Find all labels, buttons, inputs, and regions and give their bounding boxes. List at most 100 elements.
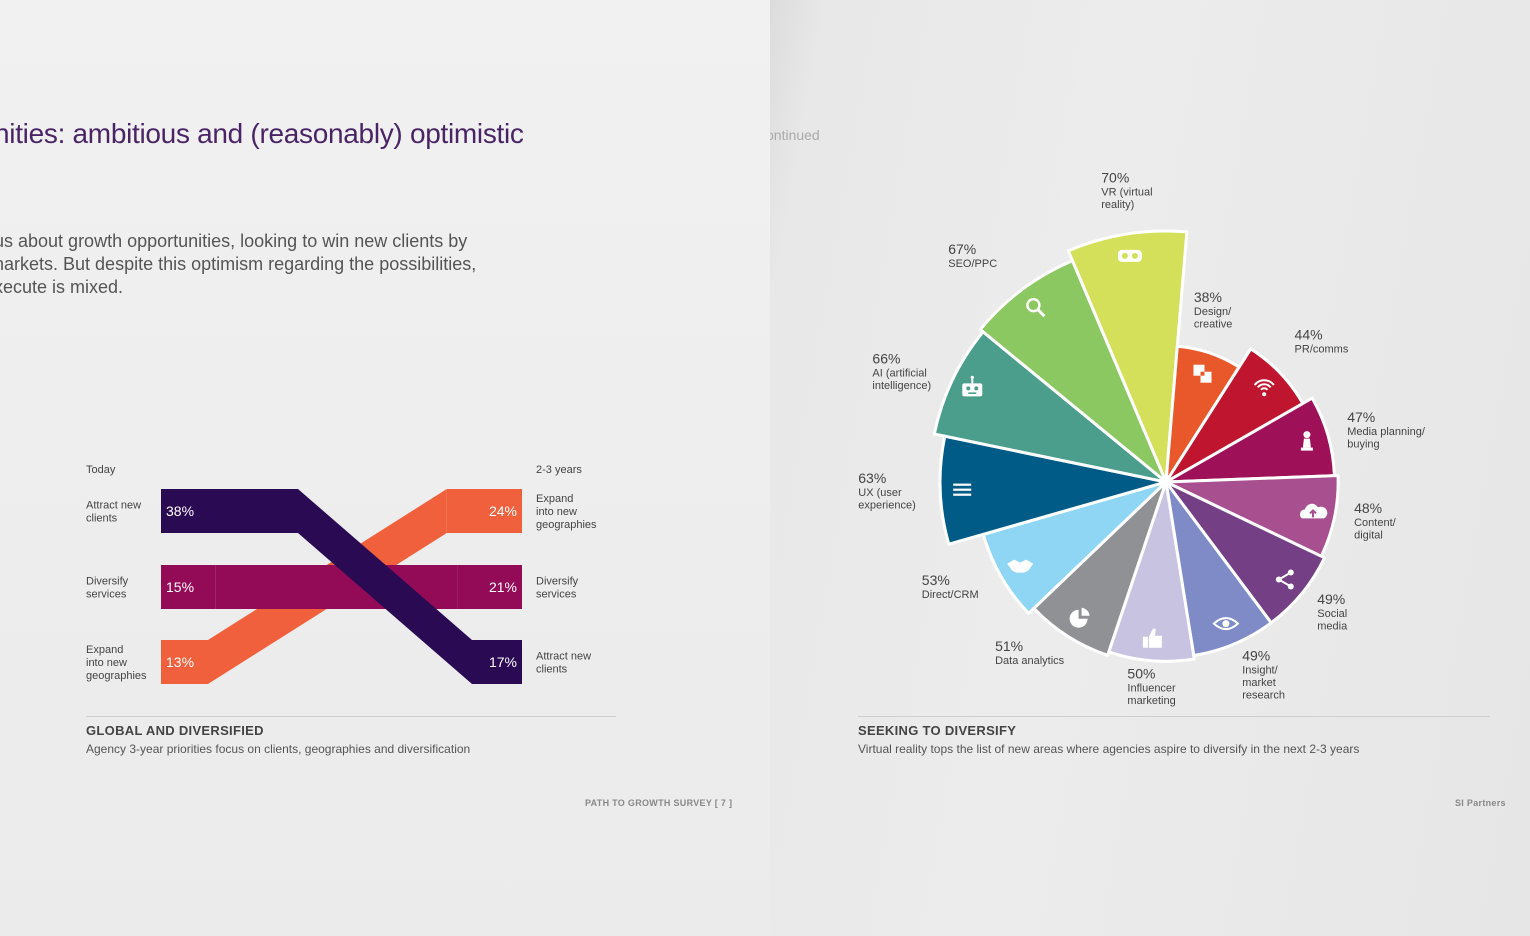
today-bar-attract (161, 489, 298, 533)
slice-category-label: Insight/ (1242, 664, 1278, 676)
slice-category-label: market (1242, 677, 1276, 689)
slice-category-label: VR (virtual (1101, 186, 1152, 198)
future-value-label: 17% (489, 654, 517, 670)
future-bar-expand (446, 489, 522, 533)
slice-category-label: Influencer (1127, 683, 1176, 695)
right-column-header: 2-3 years (536, 464, 582, 476)
slice-percent-label: 63% (858, 470, 886, 486)
slice-percent-label: 49% (1242, 647, 1270, 663)
today-bar-expand (161, 640, 208, 684)
caption-subtitle: Virtual reality tops the list of new are… (858, 742, 1360, 756)
future-category-label: Diversify (536, 576, 579, 588)
right-page: ontinued 70% VR (virtual reality) 38% Design… (770, 0, 1530, 936)
today-value-label: 38% (166, 503, 194, 519)
slice-category-label: marketing (1127, 695, 1175, 707)
share-icon (1275, 569, 1294, 590)
today-category-label: into new (86, 657, 127, 669)
slice-category-label: buying (1347, 439, 1379, 451)
continued-label: ontinued (770, 127, 820, 143)
slice-category-label: Content/ (1354, 517, 1397, 529)
today-value-label: 13% (166, 654, 194, 670)
flow-band-attract (298, 489, 472, 684)
pie-slice (1066, 229, 1189, 484)
slice-percent-label: 47% (1347, 409, 1375, 425)
intro-paragraph: us about growth opportunities, looking t… (0, 230, 554, 299)
menu-lines-icon (953, 483, 972, 496)
slice-category-label: media (1317, 621, 1348, 633)
slice-category-label: experience) (858, 500, 915, 512)
slice-category-label: research (1242, 689, 1285, 701)
caption-title: GLOBAL AND DIVERSIFIED (86, 723, 264, 738)
slice-percent-label: 70% (1101, 169, 1129, 185)
future-category-label: clients (536, 664, 568, 676)
slice-category-label: SEO/PPC (948, 258, 997, 270)
pie-slice (978, 259, 1168, 484)
page-headline: nities: ambitious and (reasonably) optim… (0, 118, 524, 149)
slice-category-label: Media planning/ (1347, 426, 1426, 438)
today-category-label: geographies (86, 670, 147, 682)
wifi-icon (1253, 379, 1275, 397)
future-value-label: 21% (489, 579, 517, 595)
intro-line: narkets. But despite this optimism regar… (0, 254, 477, 274)
slice-category-label: digital (1354, 529, 1383, 541)
slice-category-label: AI (artificial (872, 367, 926, 379)
caption-title: SEEKING TO DIVERSIFY (858, 723, 1017, 738)
robot-icon (962, 375, 983, 397)
handshake-icon (1007, 559, 1034, 573)
slice-percent-label: 53% (922, 572, 950, 588)
slice-category-label: reality) (1101, 199, 1134, 211)
slice-percent-label: 51% (995, 638, 1023, 654)
page-footer: SI Partners (1455, 798, 1506, 808)
cloud-upload-icon (1300, 503, 1328, 519)
pie-slice (932, 330, 1168, 484)
caption-divider (86, 716, 616, 717)
future-bar-diversify (457, 565, 522, 609)
intro-line: xecute is mixed. (0, 277, 124, 297)
slice-category-label: intelligence) (872, 380, 931, 392)
slice-percent-label: 44% (1295, 327, 1323, 343)
slice-percent-label: 38% (1194, 289, 1222, 305)
slice-percent-label: 50% (1127, 666, 1155, 682)
slice-category-label: UX (user (858, 487, 902, 499)
vr-headset-icon (1117, 249, 1142, 262)
pie-chart-icon (1069, 607, 1090, 628)
page-footer: PATH TO GROWTH SURVEY [ 7 ] (585, 798, 733, 808)
eye-icon (1212, 617, 1240, 631)
slice-category-label: Design/ (1194, 306, 1232, 318)
design-shapes-icon (1193, 364, 1212, 383)
slice-category-label: Direct/CRM (922, 589, 979, 601)
slice-percent-label: 67% (948, 241, 976, 257)
slice-category-label: PR/comms (1295, 344, 1349, 356)
today-category-label: Diversify (86, 576, 129, 588)
thumbs-up-icon (1142, 628, 1162, 648)
today-bar-diversify (161, 565, 216, 609)
magnifier-icon (1026, 298, 1046, 318)
future-bar-attract (472, 640, 522, 684)
today-category-label: services (86, 589, 127, 601)
intro-line: us about growth opportunities, looking t… (0, 231, 468, 251)
future-category-label: Attract new (536, 651, 591, 663)
future-category-label: into new (536, 506, 577, 518)
pie-slice (938, 434, 1168, 546)
slice-category-label: creative (1194, 318, 1233, 330)
future-category-label: geographies (536, 519, 597, 531)
left-page: nities: ambitious and (reasonably) optim… (0, 0, 770, 936)
future-category-label: Expand (536, 493, 573, 505)
caption-divider (858, 716, 1490, 717)
chess-piece-icon (1300, 431, 1313, 451)
slice-percent-label: 66% (872, 350, 900, 366)
left-column-header: Today (86, 464, 116, 476)
slice-category-label: Social (1317, 608, 1347, 620)
slice-percent-label: 48% (1354, 500, 1382, 516)
future-category-label: services (536, 589, 577, 601)
today-category-label: Expand (86, 644, 123, 656)
today-category-label: Attract new (86, 500, 141, 512)
future-value-label: 24% (489, 503, 517, 519)
today-value-label: 15% (166, 579, 194, 595)
caption-subtitle: Agency 3-year priorities focus on client… (86, 742, 471, 756)
slice-category-label: Data analytics (995, 655, 1065, 667)
slice-percent-label: 49% (1317, 591, 1345, 607)
today-category-label: clients (86, 513, 118, 525)
